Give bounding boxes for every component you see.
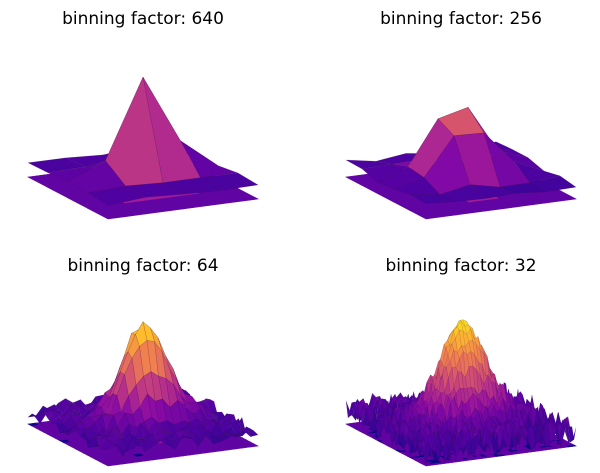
floor-contour-cell (199, 188, 259, 205)
surface-mesh (345, 319, 577, 466)
subplot-title: binning factor: 64 (67, 256, 218, 276)
surface-facet (480, 438, 487, 449)
surface-facet (409, 194, 457, 204)
surface-facet (483, 441, 490, 451)
surface-facet (201, 430, 214, 445)
surface-facet (87, 185, 147, 206)
surface-facet (468, 434, 475, 457)
surface-facet (208, 430, 222, 445)
surface-facet (431, 444, 438, 458)
surface-facet (423, 441, 430, 466)
surface-facet (141, 437, 154, 453)
surface-facet (461, 433, 468, 449)
surface-facet (513, 431, 520, 450)
surface-facet (506, 425, 513, 448)
surface-facet (450, 433, 457, 460)
subplot-binning-32: binning factor: 32 (345, 256, 577, 467)
surface-mesh (27, 76, 259, 206)
surface-facet (472, 431, 479, 438)
surface-facet (453, 433, 460, 460)
subplot-title: binning factor: 256 (380, 9, 542, 29)
surface-facet (529, 175, 577, 193)
surface-facet (495, 448, 502, 455)
subplot-binning-640: binning factor: 640 (27, 9, 259, 220)
surface-facet (558, 419, 565, 447)
surface-facet (171, 435, 184, 450)
floor-contour-cell (569, 444, 577, 447)
subplot-binning-64: binning factor: 64 (27, 256, 259, 467)
surface-facet (502, 435, 509, 448)
surface-facet (246, 426, 259, 437)
surface-mesh (27, 321, 259, 458)
surface-facet (446, 437, 453, 459)
surface-facet (435, 439, 442, 461)
surface-facet (555, 425, 562, 447)
surface-facet (465, 440, 472, 457)
surface-mesh (345, 106, 577, 204)
floor-contour-cell (529, 190, 577, 204)
surface-facet (438, 440, 445, 463)
surface-facet (103, 442, 116, 451)
surface-facet (163, 437, 177, 450)
surface-facet (457, 434, 464, 449)
surface-facet (427, 442, 434, 459)
subplot-title: binning factor: 640 (62, 9, 224, 29)
surface-facet (193, 433, 206, 448)
subplot-title: binning factor: 32 (385, 256, 536, 276)
surface-facet (126, 440, 139, 452)
surface-facet (238, 426, 251, 437)
surface-facet (155, 437, 169, 446)
floor-contour-cell (245, 443, 259, 448)
subplot-binning-256: binning factor: 256 (345, 9, 577, 220)
surface-facet (442, 441, 449, 463)
surface-facet (216, 434, 229, 442)
surface-facet (487, 430, 494, 451)
surface-facet (540, 427, 547, 449)
surface-facet (148, 439, 161, 447)
